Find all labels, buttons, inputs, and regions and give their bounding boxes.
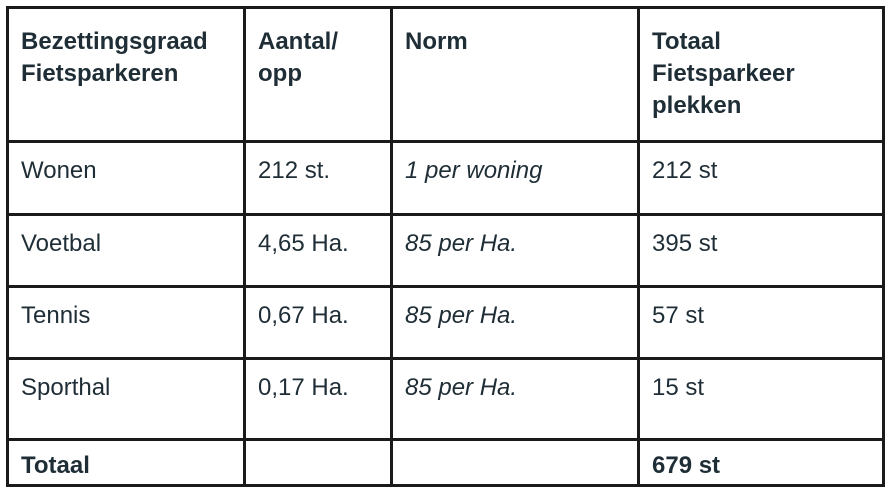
norm-cell: 85 per Ha.	[390, 285, 640, 360]
header-cell-bezettingsgraad: Bezettingsgraad Fietsparkeren	[6, 6, 246, 143]
amount-cell: 0,67 Ha.	[243, 285, 393, 360]
table-row: Tennis 0,67 Ha. 85 per Ha. 57 st	[6, 285, 885, 360]
total-label-cell: Totaal	[6, 438, 246, 487]
norm-cell: 85 per Ha.	[390, 357, 640, 441]
header-cell-norm: Norm	[390, 6, 640, 143]
amount-cell: 0,17 Ha.	[243, 357, 393, 441]
amount-cell: 212 st.	[243, 140, 393, 216]
total-cell: 57 st	[637, 285, 885, 360]
amount-cell: 4,65 Ha.	[243, 213, 393, 288]
table-row: Wonen 212 st. 1 per woning 212 st	[6, 140, 885, 216]
table-row: Sporthal 0,17 Ha. 85 per Ha. 15 st	[6, 357, 885, 441]
total-norm-cell	[390, 438, 640, 487]
total-amount-cell	[243, 438, 393, 487]
table-total-row: Totaal 679 st	[6, 438, 885, 487]
total-cell: 15 st	[637, 357, 885, 441]
category-cell: Sporthal	[6, 357, 246, 441]
header-cell-aantal: Aantal/ opp	[243, 6, 393, 143]
header-cell-totaal: Totaal Fietsparkeer plekken	[637, 6, 885, 143]
parking-table: Bezettingsgraad Fietsparkeren Aantal/ op…	[6, 6, 885, 487]
total-cell: 212 st	[637, 140, 885, 216]
category-cell: Wonen	[6, 140, 246, 216]
category-cell: Voetbal	[6, 213, 246, 288]
table-header-row: Bezettingsgraad Fietsparkeren Aantal/ op…	[6, 6, 885, 143]
total-cell: 395 st	[637, 213, 885, 288]
grand-total-cell: 679 st	[637, 438, 885, 487]
norm-cell: 85 per Ha.	[390, 213, 640, 288]
norm-cell: 1 per woning	[390, 140, 640, 216]
table-row: Voetbal 4,65 Ha. 85 per Ha. 395 st	[6, 213, 885, 288]
category-cell: Tennis	[6, 285, 246, 360]
